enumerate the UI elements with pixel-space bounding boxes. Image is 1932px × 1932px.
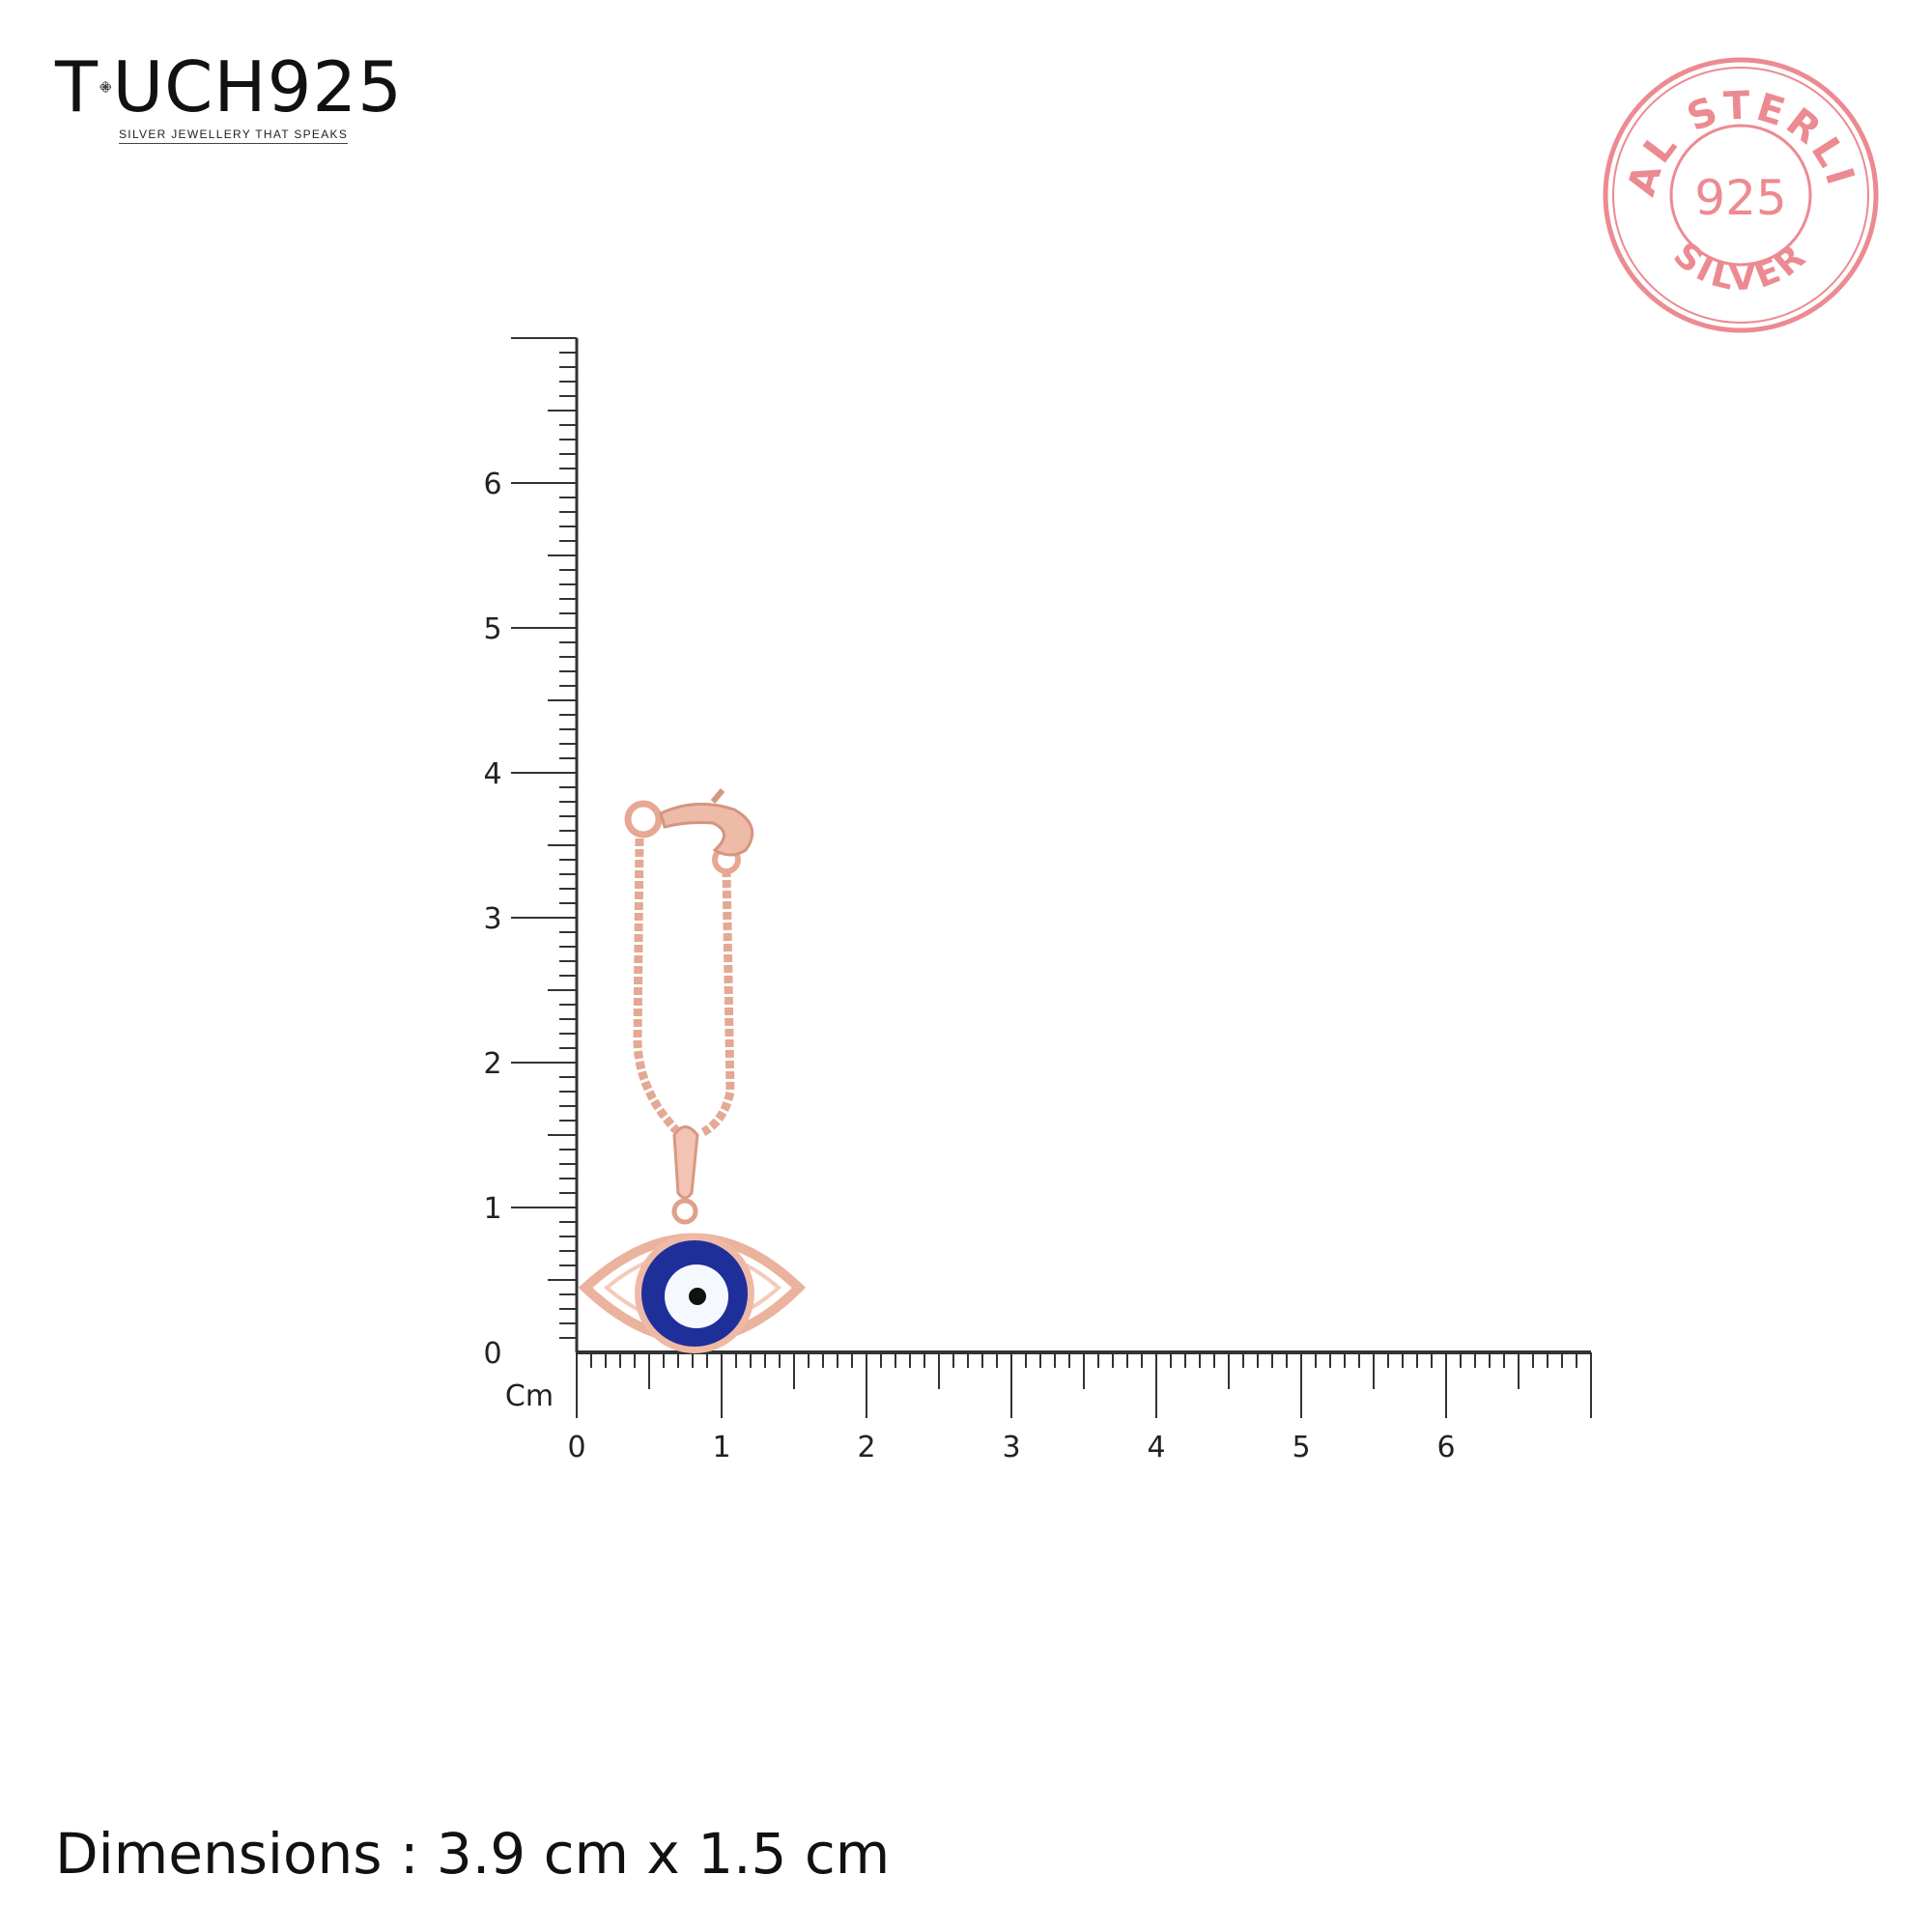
- horizontal-tick-label: 1: [712, 1431, 730, 1464]
- vertical-tick-label: 2: [483, 1047, 501, 1081]
- horizontal-tick-label: 3: [1002, 1431, 1020, 1464]
- vertical-tick-label: 4: [483, 757, 501, 791]
- svg-text:SILVER: SILVER: [1665, 235, 1815, 298]
- jump-ring: [624, 800, 663, 838]
- logo-tagline: SILVER JEWELLERY THAT SPEAKS: [119, 128, 349, 144]
- flower-knot-icon: [99, 81, 111, 93]
- stamp-top-text: REAL STERLING: [0, 0, 1860, 201]
- brand-logo: T UCH925 SILVER JEWELLERY THAT SPEAKS: [55, 48, 403, 144]
- dimensions-caption: Dimensions : 3.9 cm x 1.5 cm: [55, 1821, 891, 1887]
- vertical-tick-label: 0: [483, 1337, 501, 1371]
- logo-text-uch925: UCH925: [112, 46, 403, 128]
- vertical-tick-label: 6: [483, 468, 501, 501]
- vertical-tick-label: 3: [483, 902, 501, 936]
- logo-text-t: T: [55, 46, 99, 128]
- horizontal-tick-label: 4: [1147, 1431, 1165, 1464]
- horizontal-tick-label: 6: [1436, 1431, 1455, 1464]
- lobster-clasp: [659, 802, 754, 857]
- stamp-center-text: 925: [1694, 170, 1786, 226]
- chain-right: [700, 868, 735, 1136]
- sterling-silver-stamp: REAL STERLING SILVER 925: [0, 0, 1879, 333]
- bail: [672, 1125, 699, 1200]
- ruler-unit-label: Cm: [505, 1379, 554, 1413]
- horizontal-tick-label: 2: [857, 1431, 875, 1464]
- vertical-tick-label: 1: [483, 1192, 501, 1226]
- vertical-tick-label: 5: [483, 612, 501, 646]
- stamp-bottom-text: SILVER: [1665, 235, 1811, 298]
- evil-eye-pendant: [578, 788, 807, 1353]
- svg-text:REAL STERLING: REAL STERLING: [0, 0, 1863, 201]
- horizontal-tick-label: 0: [567, 1431, 585, 1464]
- chain-left: [633, 838, 680, 1134]
- horizontal-tick-label: 5: [1292, 1431, 1310, 1464]
- eye-pupil: [689, 1288, 706, 1305]
- logo-wordmark: T UCH925: [55, 48, 403, 126]
- measurement-ruler: [511, 337, 1592, 1418]
